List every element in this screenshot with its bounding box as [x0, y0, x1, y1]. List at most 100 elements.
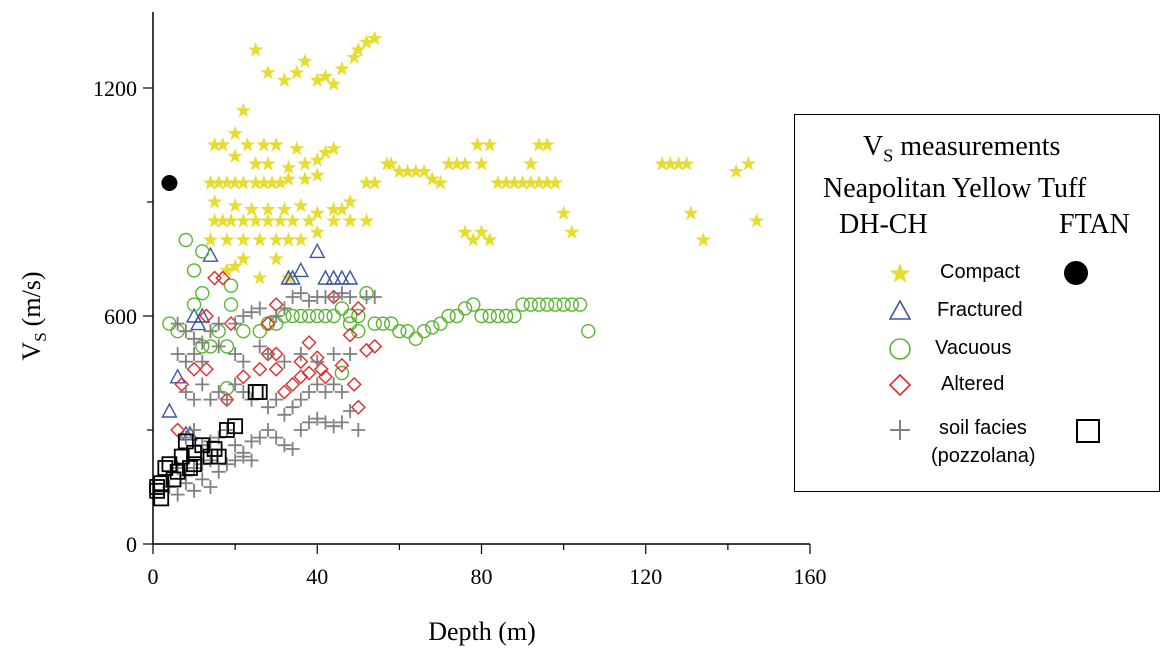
point-compact: [268, 251, 284, 266]
point-compact: [260, 156, 276, 171]
point-soil-facies: [277, 438, 292, 453]
point-compact: [272, 213, 288, 228]
legend-plus-icon: [890, 420, 910, 440]
point-vacuous: [334, 301, 350, 316]
point-vacuous: [293, 308, 309, 324]
point-compact: [326, 140, 342, 156]
point-compact: [280, 171, 297, 186]
point-soil-facies: [334, 385, 349, 399]
point-compact: [326, 201, 342, 217]
point-soil-facies: [178, 430, 193, 445]
point-compact: [252, 270, 268, 285]
point-vacuous: [441, 308, 456, 324]
point-compact: [391, 163, 407, 179]
point-compact: [490, 175, 506, 190]
point-compact: [309, 167, 325, 182]
point-soil-facies: [170, 487, 185, 502]
point-compact: [749, 213, 765, 228]
point-fractured: [185, 307, 203, 323]
point-compact: [268, 232, 284, 247]
point-soil-facies: [326, 377, 341, 392]
point-soil-facies: [310, 377, 325, 392]
point-compact: [514, 175, 531, 190]
point-soil-facies: [269, 430, 284, 445]
point-compact: [272, 175, 288, 190]
point-fractured: [202, 246, 219, 262]
point-vacuous: [490, 308, 506, 324]
point-compact: [260, 64, 276, 80]
point-vacuous: [515, 297, 530, 312]
point-compact: [248, 156, 264, 171]
point-vacuous: [186, 263, 202, 278]
point-vacuous: [564, 297, 580, 312]
point-altered: [260, 316, 276, 332]
point-compact: [399, 163, 416, 179]
point-fractured: [341, 269, 359, 285]
point-compact: [334, 201, 350, 217]
point-compact: [383, 156, 399, 171]
point-vacuous: [474, 308, 489, 324]
point-soil-facies: [285, 442, 300, 456]
point-ftan-soil: [194, 437, 211, 454]
point-soil-facies: [228, 377, 243, 392]
point-soil-facies: [326, 347, 341, 361]
point-vacuous: [334, 365, 350, 381]
point-fractured: [309, 242, 326, 259]
point-soil-facies: [236, 354, 251, 369]
point-vacuous: [195, 244, 210, 259]
point-soil-facies: [187, 392, 202, 407]
point-ftan-compact: [161, 175, 178, 191]
point-compact: [506, 175, 522, 190]
point-compact: [482, 232, 498, 247]
point-altered: [186, 361, 202, 377]
point-compact: [219, 175, 235, 190]
point-soil-facies: [178, 354, 193, 369]
point-vacuous: [433, 316, 448, 331]
point-compact: [289, 64, 305, 80]
point-fractured: [169, 368, 186, 384]
legend-label-soil: soil facies: [939, 417, 1027, 439]
point-soil-facies: [351, 423, 366, 437]
point-soil-facies: [293, 347, 308, 361]
legend-star-icon: [889, 263, 911, 283]
point-soil-facies: [260, 347, 275, 361]
point-compact: [248, 213, 264, 228]
point-soil-facies: [244, 434, 259, 449]
point-compact: [432, 175, 449, 190]
point-compact: [227, 148, 243, 163]
point-vacuous: [581, 324, 596, 339]
point-compact: [346, 49, 362, 65]
point-soil-facies: [195, 377, 210, 392]
point-vacuous: [318, 308, 333, 324]
point-compact: [679, 156, 695, 171]
point-soil-facies: [203, 324, 218, 339]
point-vacuous: [572, 297, 588, 312]
axes: 0 40 80 120 160 0 600 1200: [93, 12, 827, 589]
point-compact: [309, 224, 325, 239]
point-compact: [202, 232, 219, 247]
point-vacuous: [540, 297, 555, 312]
point-soil-facies: [244, 305, 259, 320]
point-vacuous: [310, 308, 325, 324]
point-soil-facies: [203, 392, 218, 407]
point-soil-facies: [318, 415, 333, 430]
point-altered: [346, 376, 362, 392]
point-compact: [268, 137, 284, 152]
legend-subtitle: Neapolitan Yellow Tuff: [823, 173, 1087, 204]
point-compact: [531, 175, 547, 190]
point-compact: [235, 213, 251, 228]
point-altered: [293, 354, 309, 370]
point-compact: [206, 137, 223, 152]
point-compact: [482, 137, 498, 152]
point-vacuous: [466, 297, 481, 312]
point-soil-facies: [302, 385, 317, 399]
point-soil-facies: [236, 309, 251, 323]
point-ftan-soil: [251, 384, 268, 400]
point-compact: [531, 137, 547, 152]
point-compact: [285, 213, 301, 228]
point-vacuous: [425, 320, 440, 335]
point-compact: [252, 232, 268, 247]
point-vacuous: [223, 297, 239, 312]
point-soil-facies: [326, 290, 341, 304]
